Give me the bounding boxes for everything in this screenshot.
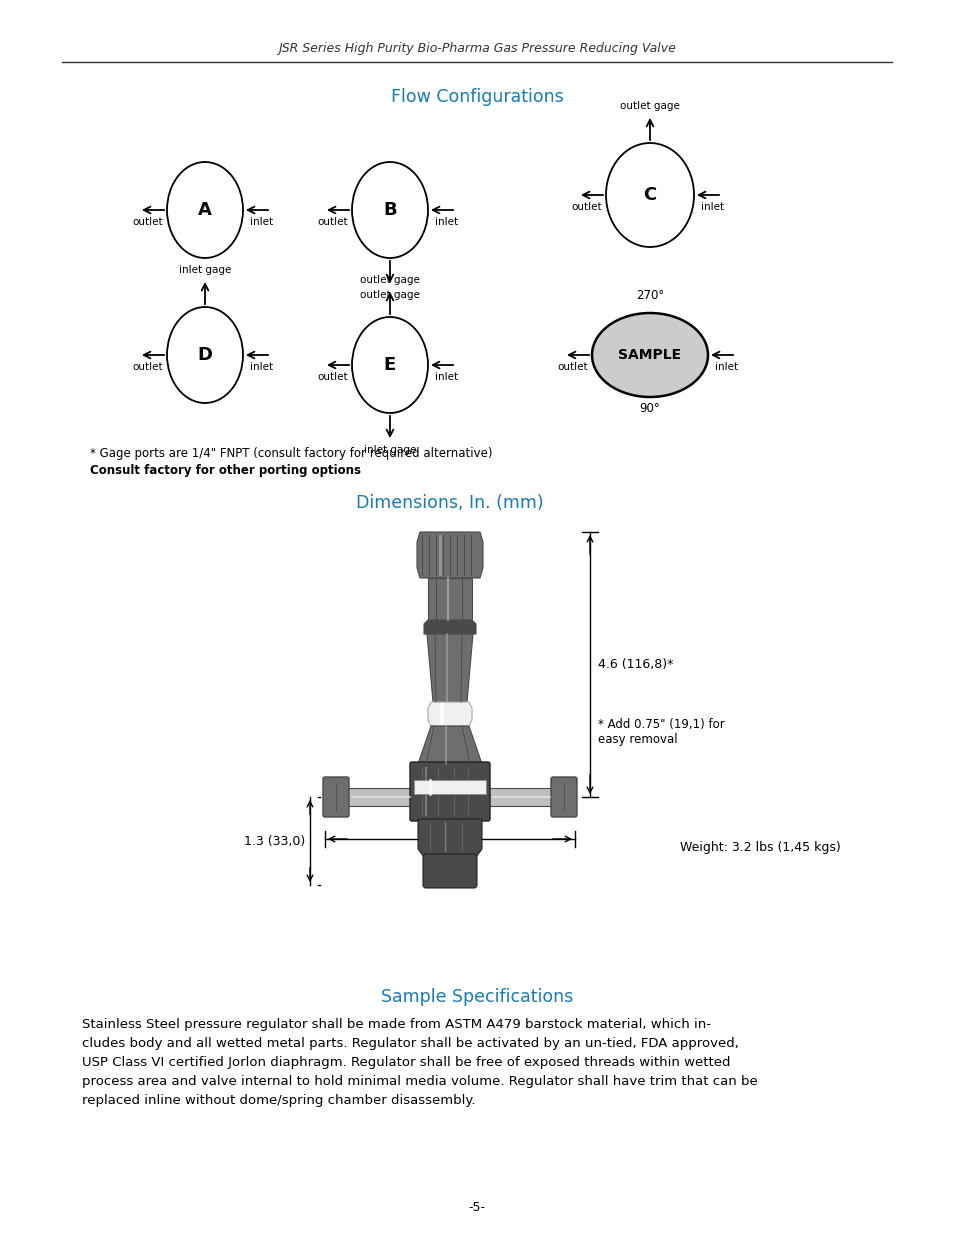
Text: outlet gage: outlet gage: [359, 290, 419, 300]
Text: outlet: outlet: [558, 362, 588, 372]
Text: C: C: [642, 186, 656, 204]
Text: inlet: inlet: [251, 362, 274, 372]
Text: replaced inline without dome/spring chamber disassembly.: replaced inline without dome/spring cham…: [82, 1094, 475, 1107]
Text: B: B: [383, 201, 396, 219]
Text: (84,1): (84,1): [431, 864, 468, 878]
Polygon shape: [428, 578, 472, 620]
Polygon shape: [416, 532, 482, 578]
Text: 1.3 (33,0): 1.3 (33,0): [244, 835, 305, 847]
Ellipse shape: [352, 317, 428, 412]
Text: process area and valve internal to hold minimal media volume. Regulator shall ha: process area and valve internal to hold …: [82, 1074, 757, 1088]
Polygon shape: [427, 634, 473, 701]
Bar: [488, 788, 553, 806]
Text: outlet gage: outlet gage: [619, 101, 679, 111]
Bar: [347, 788, 412, 806]
Text: outlet: outlet: [132, 362, 163, 372]
Text: 270°: 270°: [636, 289, 663, 301]
Text: D: D: [197, 346, 213, 364]
Text: inlet: inlet: [435, 372, 458, 382]
Text: cludes body and all wetted metal parts. Regulator shall be activated by an un-ti: cludes body and all wetted metal parts. …: [82, 1037, 739, 1050]
Polygon shape: [423, 620, 476, 634]
Text: * Gage ports are 1/4" FNPT (consult factory for required alternative): * Gage ports are 1/4" FNPT (consult fact…: [90, 447, 492, 459]
Ellipse shape: [352, 162, 428, 258]
FancyBboxPatch shape: [410, 762, 490, 821]
Text: Sample Specifications: Sample Specifications: [380, 988, 573, 1007]
FancyBboxPatch shape: [422, 853, 476, 888]
FancyBboxPatch shape: [323, 777, 349, 818]
Text: outlet: outlet: [317, 372, 348, 382]
Text: Flow Configurations: Flow Configurations: [390, 88, 563, 106]
Text: Consult factory for other porting options: Consult factory for other porting option…: [90, 464, 360, 477]
Text: 3.31: 3.31: [436, 851, 463, 864]
Ellipse shape: [167, 308, 243, 403]
Text: Weight: 3.2 lbs (1,45 kgs): Weight: 3.2 lbs (1,45 kgs): [679, 841, 840, 853]
Text: USP Class VI certified Jorlon diaphragm. Regulator shall be free of exposed thre: USP Class VI certified Jorlon diaphragm.…: [82, 1056, 730, 1070]
Polygon shape: [417, 819, 481, 857]
Text: inlet gage: inlet gage: [178, 266, 231, 275]
Text: inlet: inlet: [251, 217, 274, 227]
Text: outlet: outlet: [132, 217, 163, 227]
Ellipse shape: [167, 162, 243, 258]
Text: SAMPLE: SAMPLE: [618, 348, 680, 362]
Text: 4.6 (116,8)*: 4.6 (116,8)*: [598, 658, 673, 671]
Ellipse shape: [605, 143, 693, 247]
Text: Stainless Steel pressure regulator shall be made from ASTM A479 barstock materia: Stainless Steel pressure regulator shall…: [82, 1018, 710, 1031]
Text: outlet: outlet: [571, 203, 601, 212]
FancyBboxPatch shape: [551, 777, 577, 818]
Text: inlet: inlet: [715, 362, 738, 372]
Text: -5-: -5-: [468, 1202, 485, 1214]
Ellipse shape: [592, 312, 707, 396]
Polygon shape: [428, 701, 472, 726]
Text: E: E: [383, 356, 395, 374]
Text: outlet gage: outlet gage: [359, 275, 419, 285]
Text: JSR Series High Purity Bio-Pharma Gas Pressure Reducing Valve: JSR Series High Purity Bio-Pharma Gas Pr…: [277, 42, 676, 54]
Text: Dimensions, In. (mm): Dimensions, In. (mm): [355, 494, 543, 513]
Text: inlet: inlet: [700, 203, 723, 212]
Text: outlet: outlet: [317, 217, 348, 227]
Text: A: A: [198, 201, 212, 219]
Bar: [414, 781, 485, 794]
Text: inlet: inlet: [435, 217, 458, 227]
Text: inlet gage: inlet gage: [363, 445, 416, 454]
Text: 90°: 90°: [639, 401, 659, 415]
Polygon shape: [417, 726, 481, 764]
Text: * Add 0.75" (19,1) for
easy removal: * Add 0.75" (19,1) for easy removal: [598, 718, 724, 746]
